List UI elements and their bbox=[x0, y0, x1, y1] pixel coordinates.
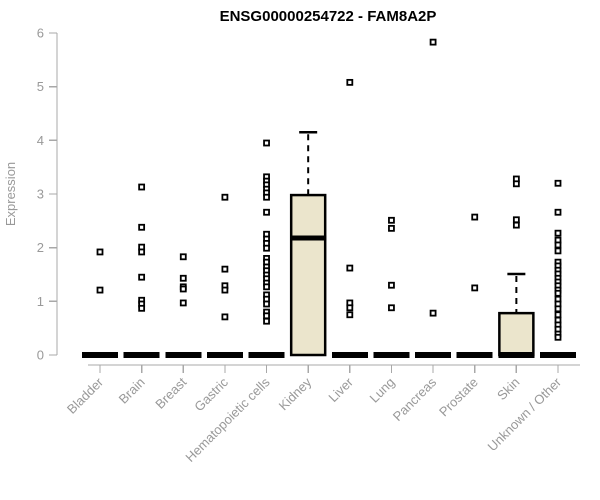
y-tick-label: 5 bbox=[37, 79, 44, 94]
data-point bbox=[346, 78, 354, 86]
data-point bbox=[138, 304, 146, 312]
zero-median-bar bbox=[165, 352, 202, 358]
y-tick-label: 3 bbox=[37, 187, 44, 202]
zero-median-bar bbox=[82, 352, 118, 358]
data-point bbox=[388, 216, 395, 224]
x-tick-label: Breast bbox=[152, 374, 189, 411]
y-tick-label: 2 bbox=[37, 240, 44, 255]
data-point bbox=[263, 283, 270, 291]
data-point bbox=[429, 38, 437, 46]
data-point bbox=[263, 312, 270, 320]
median-line bbox=[290, 235, 327, 241]
data-point bbox=[512, 216, 520, 224]
data-point bbox=[512, 180, 520, 188]
box bbox=[498, 311, 535, 357]
data-point bbox=[471, 284, 479, 292]
x-tick-label: Liver bbox=[325, 374, 356, 405]
data-point bbox=[221, 265, 229, 273]
data-point bbox=[221, 193, 229, 201]
data-point bbox=[388, 304, 395, 312]
zero-median-bar bbox=[498, 352, 535, 358]
zero-median-bar bbox=[539, 352, 576, 358]
data-point bbox=[471, 213, 479, 221]
data-point bbox=[179, 253, 187, 261]
data-point bbox=[138, 248, 146, 256]
y-tick-label: 6 bbox=[37, 26, 44, 41]
chart-title: ENSG00000254722 - FAM8A2P bbox=[220, 8, 437, 25]
zero-median-bar bbox=[206, 352, 243, 358]
data-point bbox=[554, 333, 562, 341]
data-point bbox=[221, 313, 229, 321]
zero-median-bar bbox=[331, 352, 368, 358]
data-point bbox=[138, 223, 146, 231]
data-point bbox=[221, 286, 229, 294]
zero-median-bar bbox=[123, 352, 160, 358]
data-point bbox=[179, 299, 187, 307]
data-point bbox=[512, 221, 520, 229]
data-point bbox=[263, 317, 270, 325]
data-point bbox=[554, 229, 562, 237]
x-tick-label: Skin bbox=[494, 375, 522, 403]
x-tick-label: Brain bbox=[116, 375, 148, 407]
data-point bbox=[346, 304, 354, 312]
data-point bbox=[554, 179, 562, 187]
data-point bbox=[263, 208, 270, 216]
data-point bbox=[554, 305, 562, 313]
x-tick-label: Unknown / Other bbox=[485, 374, 565, 454]
data-point bbox=[346, 264, 354, 272]
data-point bbox=[554, 311, 562, 319]
data-point bbox=[96, 248, 104, 256]
y-tick-label: 1 bbox=[37, 294, 44, 309]
data-point bbox=[263, 244, 270, 252]
data-point bbox=[554, 241, 562, 249]
y-axis-title: Expression bbox=[3, 162, 18, 226]
data-point bbox=[138, 183, 146, 191]
y-tick-label: 4 bbox=[37, 133, 44, 148]
zero-median-bar bbox=[248, 352, 285, 358]
data-point bbox=[263, 300, 270, 308]
zero-median-bar bbox=[373, 352, 410, 358]
y-tick-label: 0 bbox=[37, 348, 44, 363]
x-tick-label: Pancreas bbox=[390, 374, 440, 424]
data-point bbox=[554, 247, 562, 255]
data-point bbox=[96, 286, 104, 294]
x-tick-label: Prostate bbox=[436, 375, 481, 420]
x-tick-label: Bladder bbox=[64, 374, 107, 417]
data-point bbox=[179, 285, 187, 293]
data-point bbox=[429, 309, 437, 317]
x-tick-label: Gastric bbox=[191, 374, 231, 414]
x-tick-label: Lung bbox=[367, 375, 398, 406]
x-tick-label: Kidney bbox=[276, 374, 315, 413]
data-point bbox=[346, 311, 354, 319]
data-point bbox=[388, 281, 395, 289]
zero-median-bar bbox=[415, 352, 452, 358]
data-point bbox=[388, 224, 395, 232]
box bbox=[289, 193, 327, 357]
zero-median-bar bbox=[456, 352, 493, 358]
data-point bbox=[263, 193, 270, 201]
data-point bbox=[554, 289, 562, 297]
data-point bbox=[179, 274, 187, 282]
data-point bbox=[138, 273, 146, 281]
data-point bbox=[263, 139, 270, 147]
data-point bbox=[554, 208, 562, 216]
